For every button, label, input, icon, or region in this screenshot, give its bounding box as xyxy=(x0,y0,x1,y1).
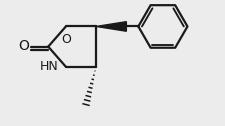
Text: O: O xyxy=(18,39,29,53)
Polygon shape xyxy=(96,22,126,31)
Text: O: O xyxy=(61,33,71,46)
Text: HN: HN xyxy=(40,60,59,73)
